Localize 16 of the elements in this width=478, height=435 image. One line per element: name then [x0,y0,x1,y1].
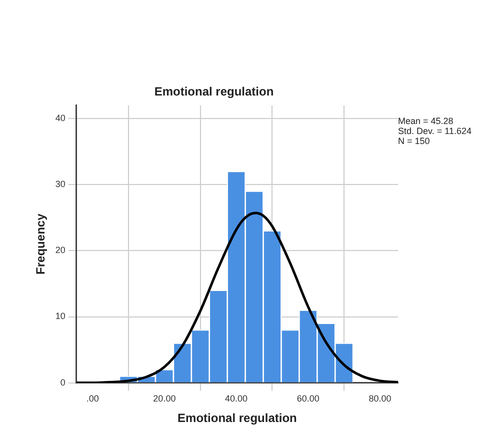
x-tick-label: 80.00 [368,394,392,404]
annotation: Std. Dev. = 11.624 [398,126,472,136]
y-tick-label: 20 [55,245,66,256]
x-axis-title: Emotional regulation [178,411,297,426]
annotation: N = 150 [398,136,431,146]
y-tick-label: 40 [55,113,66,124]
y-axis-title: Frequency [34,213,48,274]
chart-title: Emotional regulation [154,84,274,99]
annotation: Mean = 45.28 [398,116,454,126]
y-tick-label: 10 [55,311,66,322]
y-tick-label: 0 [60,377,66,388]
x-tick-label: .00 [86,394,99,404]
x-tick-label: 60.00 [296,394,320,404]
x-tick-label: 40.00 [225,394,248,404]
x-tick-label: 20.00 [153,394,176,404]
y-tick-label: 30 [55,179,66,190]
